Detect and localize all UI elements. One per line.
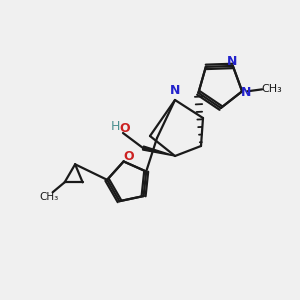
Text: O: O: [120, 122, 130, 136]
Text: CH₃: CH₃: [262, 84, 283, 94]
Text: N: N: [227, 56, 237, 68]
Text: O: O: [123, 150, 134, 163]
Text: N: N: [241, 86, 251, 99]
Text: H: H: [110, 121, 120, 134]
Text: N: N: [170, 85, 180, 98]
Polygon shape: [142, 146, 175, 156]
Text: CH₃: CH₃: [39, 192, 58, 202]
